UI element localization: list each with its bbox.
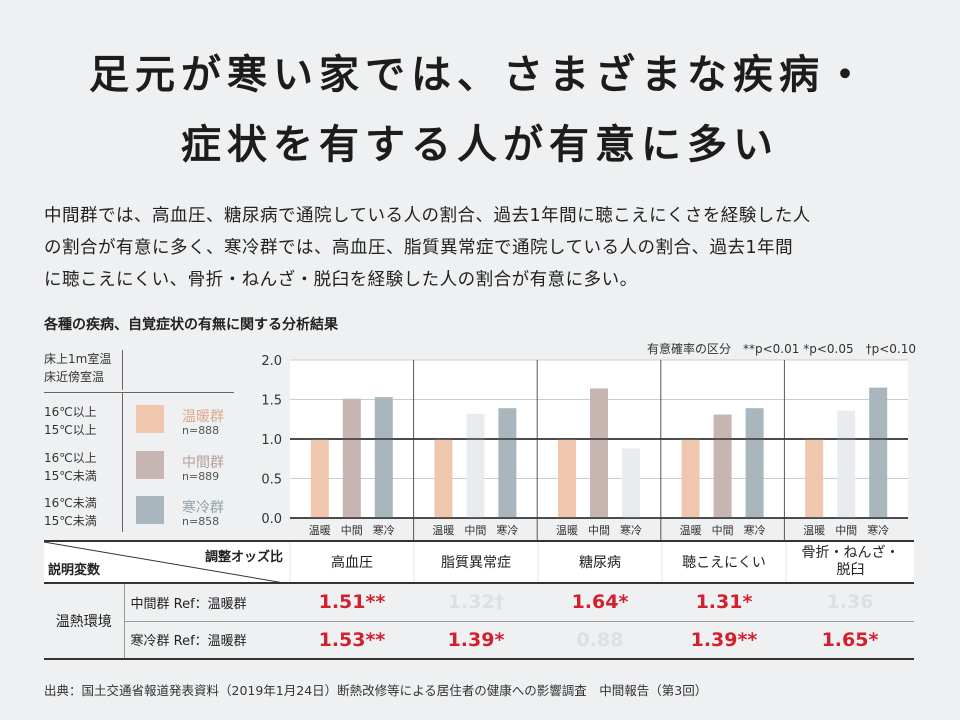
legend-header-1: 床上1m室温 (44, 352, 112, 366)
row-label-cold: 寒冷群 Ref：温暖群 (124, 621, 290, 660)
significance-legend: 有意確率の区分 **p<0.01 *p<0.05 †p<0.10 (647, 342, 916, 356)
category-cell-1: 高血圧 (289, 540, 414, 584)
bar-0-2 (374, 397, 393, 518)
legend-swatch-cold (136, 496, 164, 524)
source-note: 出典：国土交通省報道発表資料（2019年1月24日）断熱改修等による居住者の健康… (44, 683, 708, 698)
bar-label-4-1: 中間 (835, 524, 857, 537)
bar-label-1-0: 温暖 (432, 524, 454, 537)
bar-label-2-2: 寒冷 (620, 523, 642, 537)
odds-cold-hearing: 1.39** (662, 621, 786, 660)
group-label: 温熱環境 (44, 583, 125, 660)
corner-diagonal (44, 542, 290, 584)
legend-header: 床上1m室温 床近傍室温 (44, 350, 111, 386)
bar-3-2 (745, 408, 764, 518)
bar-label-3-1: 中間 (712, 524, 734, 537)
bar-label-1-1: 中間 (464, 524, 486, 537)
legend-header-2: 床近傍室温 (44, 370, 105, 384)
category-cell-5-line1: 骨折・ねんざ・ (801, 545, 900, 561)
legend-cond-mid-1: 16℃以上 (44, 451, 97, 465)
headline-line2: 症状を有する人が有意に多い (181, 122, 779, 168)
legend-name-cold: 寒冷群 (182, 500, 224, 516)
odds-mid-fracture: 1.36 (786, 583, 914, 622)
bar-0-1 (342, 398, 361, 518)
bar-4-2 (869, 387, 888, 518)
category-cell-5: 骨折・ねんざ・ 脱臼 (785, 540, 914, 584)
legend-cond-mid-2: 15℃未満 (44, 469, 97, 483)
legend-n-warm: n=888 (182, 424, 220, 437)
headline-line1: 足元が寒い家では、さまざまな疾病・ (89, 52, 871, 98)
table-header-top: 調整オッズ比 (204, 550, 283, 565)
legend-n-cold: n=858 (182, 515, 220, 528)
chart-subtitle: 各種の疾病、自覚症状の有無に関する分析結果 (44, 317, 338, 333)
bar-4-1 (837, 410, 856, 518)
legend-name-warm: 温暖群 (182, 409, 224, 425)
bar-label-0-2: 寒冷 (373, 523, 395, 537)
bar-label-0-1: 中間 (341, 524, 363, 537)
legend-divider-v (122, 392, 123, 532)
description-line2: の割合が有意に多く、寒冷群では、高血圧、脂質異常症で通院している人の割合、過去1… (44, 238, 794, 258)
legend-cond-warm-1: 16℃以上 (44, 405, 97, 419)
category-cell-2: 脂質異常症 (413, 540, 538, 584)
legend-cond-cold-1: 16℃未満 (44, 496, 97, 510)
legend-n-mid: n=889 (182, 470, 220, 483)
legend-divider-h (44, 392, 234, 393)
odds-cold-diabetes: 0.88 (538, 621, 662, 660)
odds-cold-fracture: 1.65* (786, 621, 914, 660)
bar-label-3-2: 寒冷 (744, 523, 766, 537)
bar-1-1 (466, 413, 485, 518)
bar-label-3-0: 温暖 (680, 524, 702, 537)
bar-2-1 (590, 388, 608, 518)
bar-0-0 (310, 439, 329, 518)
bar-4-0 (805, 439, 824, 518)
legend-name-mid: 中間群 (182, 455, 224, 471)
legend-cond-mid: 16℃以上 15℃未満 (44, 449, 97, 485)
category-cell-3: 糖尿病 (537, 540, 662, 584)
bar-2-2 (622, 448, 640, 518)
y-tick-label-1: 0.5 (261, 473, 282, 488)
y-tick-label-3: 1.5 (261, 394, 282, 409)
legend-swatch-mid (136, 451, 164, 479)
bar-label-0-0: 温暖 (309, 524, 331, 537)
bar-3-0 (681, 439, 700, 518)
bar-label-1-2: 寒冷 (496, 523, 518, 537)
bar-label-4-2: 寒冷 (867, 523, 889, 537)
description-line1: 中間群では、高血圧、糖尿病で通院している人の割合、過去1年間に聴こえにくさを経験… (44, 206, 811, 226)
row-label-mid: 中間群 Ref：温暖群 (124, 583, 290, 622)
bar-2-0 (558, 439, 576, 518)
odds-mid-hypertension: 1.51** (290, 583, 414, 622)
bar-label-2-1: 中間 (588, 524, 610, 537)
legend-cond-cold: 16℃未満 15℃未満 (44, 494, 97, 530)
y-tick-label-0: 0.0 (261, 512, 282, 527)
table-corner: 調整オッズ比 説明変数 (44, 540, 290, 584)
y-tick-label-2: 1.0 (261, 433, 282, 448)
bar-3-1 (713, 414, 732, 518)
odds-mid-diabetes: 1.64* (538, 583, 662, 622)
bar-label-4-0: 温暖 (803, 524, 825, 537)
description-line3: に聴こえにくい、骨折・ねんざ・脱臼を経験した人の割合が有意に多い。 (44, 270, 638, 290)
bar-1-2 (498, 408, 517, 518)
odds-cold-dyslipidemia: 1.39* (414, 621, 538, 660)
category-cell-5-line2: 脱臼 (836, 562, 865, 578)
bar-1-0 (434, 439, 453, 518)
odds-mid-hearing: 1.31* (662, 583, 786, 622)
odds-ratio-table: 調整オッズ比 説明変数 高血圧 脂質異常症 糖尿病 聴こえにくい 骨折・ねんざ・… (44, 540, 914, 660)
legend-swatch-warm (136, 405, 164, 433)
bar-label-2-0: 温暖 (556, 524, 578, 537)
legend-cond-cold-2: 15℃未満 (44, 514, 97, 528)
odds-cold-hypertension: 1.53** (290, 621, 414, 660)
y-tick-label-4: 2.0 (261, 354, 282, 369)
legend-cond-warm-2: 15℃以上 (44, 423, 97, 437)
table-header-left: 説明変数 (48, 563, 101, 578)
legend-cond-warm: 16℃以上 15℃以上 (44, 403, 97, 439)
category-cell-4: 聴こえにくい (661, 540, 786, 584)
legend-divider-v-top (122, 350, 123, 390)
odds-mid-dyslipidemia: 1.32† (414, 583, 538, 622)
